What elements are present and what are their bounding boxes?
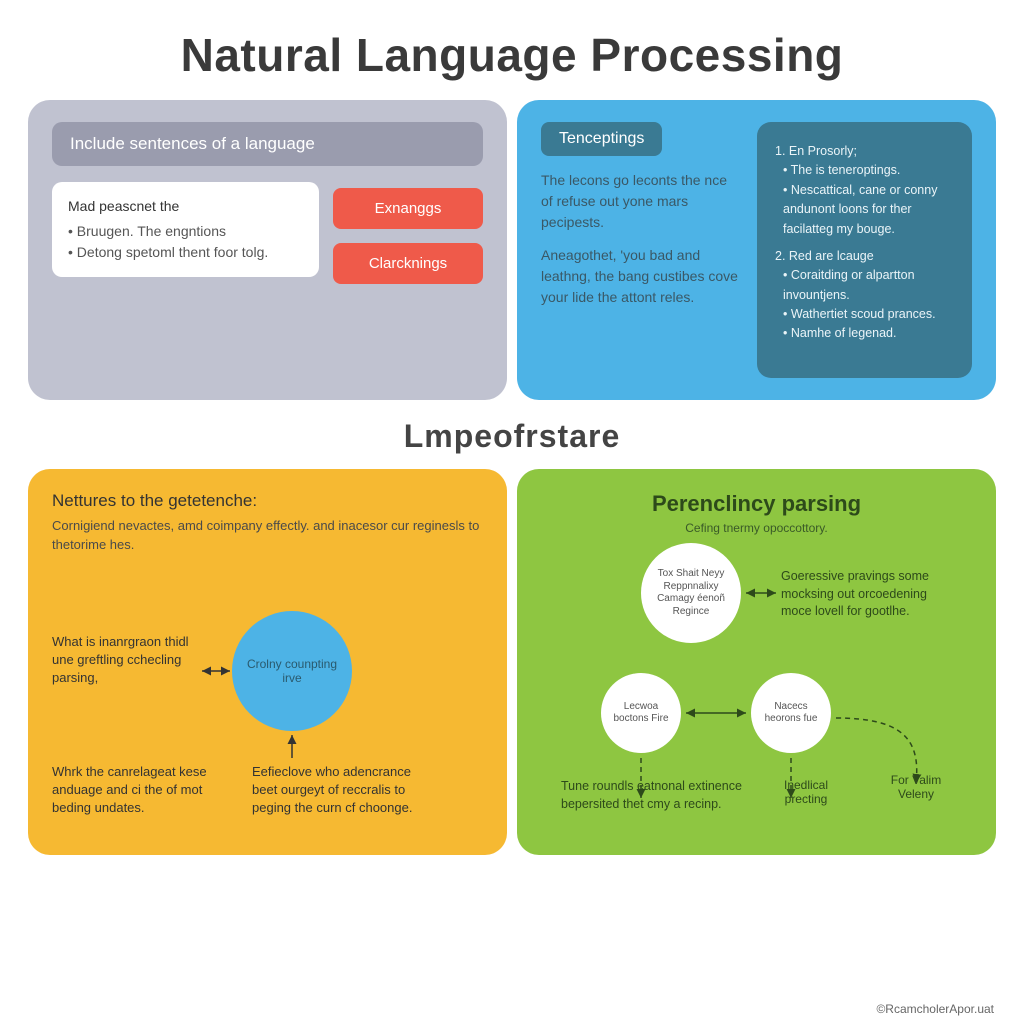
p3-heading: Nettures to the getetenche:	[52, 491, 483, 511]
p2-b2a: Coraitding or alpartton invountjens.	[783, 266, 954, 305]
panel-nettures: Nettures to the getetenche: Cornigiend n…	[28, 469, 507, 855]
p3-diagram: Crolny counpting irve What is inanrgraon…	[52, 563, 483, 823]
panel-parsing: Perenclincy parsing Cefing tnermy opocco…	[517, 469, 996, 855]
p3-text-1: What is inanrgraon thidl une greftling c…	[52, 633, 202, 688]
p4-side-2: Tune roundls eatnonal extinence bepersit…	[561, 778, 761, 813]
p4-label-1: Inedlical precting	[771, 778, 841, 806]
p4-sub: Cefing tnermy opoccottory.	[541, 521, 972, 535]
p3-text-2: Whrk the canrelageat kese anduage and ci…	[52, 763, 222, 818]
footer-credit: ©RcamcholerApor.uat	[876, 1002, 994, 1016]
p1-card-b2: • Detong spetoml thent foor tolg.	[68, 242, 303, 263]
p2-para1: The lecons go leconts the nce of refuse …	[541, 170, 741, 233]
p1-card-b1: • Bruugen. The engntions	[68, 221, 303, 242]
p1-button-1[interactable]: Exnanggs	[333, 188, 483, 229]
main-title: Natural Language Processing	[0, 0, 1024, 100]
p1-header: Include sentences of a language	[52, 122, 483, 166]
bottom-grid: Nettures to the getetenche: Cornigiend n…	[0, 469, 1024, 855]
p4-bubble-2: Lecwoa boctons Fire	[601, 673, 681, 753]
p4-title: Perenclincy parsing	[541, 491, 972, 517]
p2-para2: Aneagothet, 'you bad and leathng, the ba…	[541, 245, 741, 308]
subtitle: Lmpeofrstare	[0, 400, 1024, 469]
p3-circle: Crolny counpting irve	[232, 611, 352, 731]
p4-diagram: Tox Shait Neyy Reppnnalixy Camagy éenoñ …	[541, 543, 972, 833]
p1-card: Mad peascnet the • Bruugen. The engntion…	[52, 182, 319, 277]
p4-label-2: For Valim Veleny	[881, 773, 951, 801]
p4-bubble-3: Nacecs heorons fue	[751, 673, 831, 753]
p2-b2c: Namhe of legenad.	[783, 324, 954, 343]
p4-side-1: Goeressive pravings some mocksing out or…	[781, 568, 941, 621]
p2-b1a: The is teneroptings.	[783, 161, 954, 180]
p2-pill: Tenceptings	[541, 122, 662, 156]
panel-language-sentences: Include sentences of a language Mad peas…	[28, 100, 507, 400]
p2-num2: 2. Red are lcauge	[775, 247, 954, 266]
p2-b2b: Wathertiet scoud prances.	[783, 305, 954, 324]
p2-sidebar: 1. En Prosorly; The is teneroptings. Nes…	[757, 122, 972, 378]
p3-sub: Cornigiend nevactes, amd coimpany effect…	[52, 517, 483, 555]
p2-num1: 1. En Prosorly;	[775, 142, 954, 161]
p2-b1b: Nescattical, cane or conny andunont loon…	[783, 181, 954, 239]
p1-button-2[interactable]: Clarcknings	[333, 243, 483, 284]
top-grid: Include sentences of a language Mad peas…	[0, 100, 1024, 400]
panel-tenceptings: Tenceptings The lecons go leconts the nc…	[517, 100, 996, 400]
p1-card-lead: Mad peascnet the	[68, 196, 303, 217]
p3-text-3: Eefieclove who adencrance beet ourgeyt o…	[252, 763, 432, 818]
p4-bubble-1: Tox Shait Neyy Reppnnalixy Camagy éenoñ …	[641, 543, 741, 643]
